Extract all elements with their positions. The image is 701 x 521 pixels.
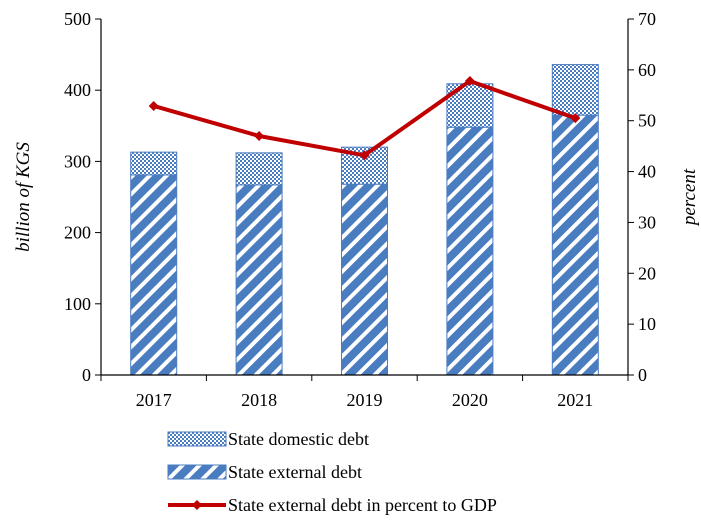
y2-axis-label: percent — [679, 168, 700, 227]
gdp-share-point-2020 — [464, 76, 475, 87]
y-axis-label: billion of KGS — [13, 142, 34, 252]
right-tick-label-30: 30 — [638, 212, 656, 232]
bar-domestic-2017 — [130, 151, 178, 176]
bar-external-2021 — [551, 114, 599, 376]
legend: State domestic debt State external debt … — [167, 429, 497, 515]
right-tick-label-0: 0 — [638, 365, 647, 385]
legend-label-external: State external debt — [228, 462, 362, 482]
left-tick-label-100: 100 — [64, 294, 91, 314]
right-y-ticks: 0 10 20 30 40 50 60 70 — [628, 9, 656, 385]
legend-label-gdp-share: State external debt in percent to GDP — [228, 495, 497, 515]
x-tick-label-2019: 2019 — [347, 390, 383, 410]
bar-domestic-2018 — [235, 152, 283, 186]
right-tick-label-50: 50 — [638, 111, 656, 131]
x-tick-label-2020: 2020 — [452, 390, 488, 410]
bar-external-2017 — [130, 174, 178, 376]
gdp-share-point-2021 — [570, 113, 581, 124]
line-layer — [148, 76, 581, 161]
legend-item-gdp-share: State external debt in percent to GDP — [168, 495, 497, 515]
gdp-share-point-2018 — [254, 130, 265, 141]
right-tick-label-20: 20 — [638, 263, 656, 283]
right-tick-label-70: 70 — [638, 9, 656, 29]
legend-marker-gdp-share — [192, 500, 202, 510]
left-tick-label-200: 200 — [64, 223, 91, 243]
bar-external-2020 — [446, 126, 494, 376]
gdp-share-point-2019 — [359, 150, 370, 161]
right-tick-label-40: 40 — [638, 162, 656, 182]
bar-external-2019 — [341, 183, 388, 376]
legend-swatch-external — [167, 464, 227, 480]
x-tick-label-2017: 2017 — [136, 390, 172, 410]
legend-item-external: State external debt — [167, 462, 362, 482]
gdp-share-line — [153, 79, 576, 158]
left-tick-label-0: 0 — [82, 365, 91, 385]
left-tick-label-500: 500 — [64, 9, 91, 29]
bars-layer — [130, 64, 599, 376]
legend-item-domestic: State domestic debt — [167, 429, 369, 449]
gdp-share-point-2017 — [148, 100, 159, 111]
bar-domestic-2021 — [551, 64, 599, 116]
bar-external-2018 — [235, 184, 283, 376]
x-ticks: 2017 2018 2019 2020 2021 — [100, 375, 629, 410]
left-tick-label-300: 300 — [64, 151, 91, 171]
legend-label-domestic: State domestic debt — [228, 429, 369, 449]
right-tick-label-10: 10 — [638, 314, 656, 334]
left-tick-label-400: 400 — [64, 80, 91, 100]
legend-swatch-domestic — [167, 431, 227, 447]
x-tick-label-2018: 2018 — [241, 390, 277, 410]
right-tick-label-60: 60 — [638, 60, 656, 80]
x-tick-label-2021: 2021 — [557, 390, 593, 410]
left-y-ticks: 0 100 200 300 400 500 — [64, 9, 101, 385]
